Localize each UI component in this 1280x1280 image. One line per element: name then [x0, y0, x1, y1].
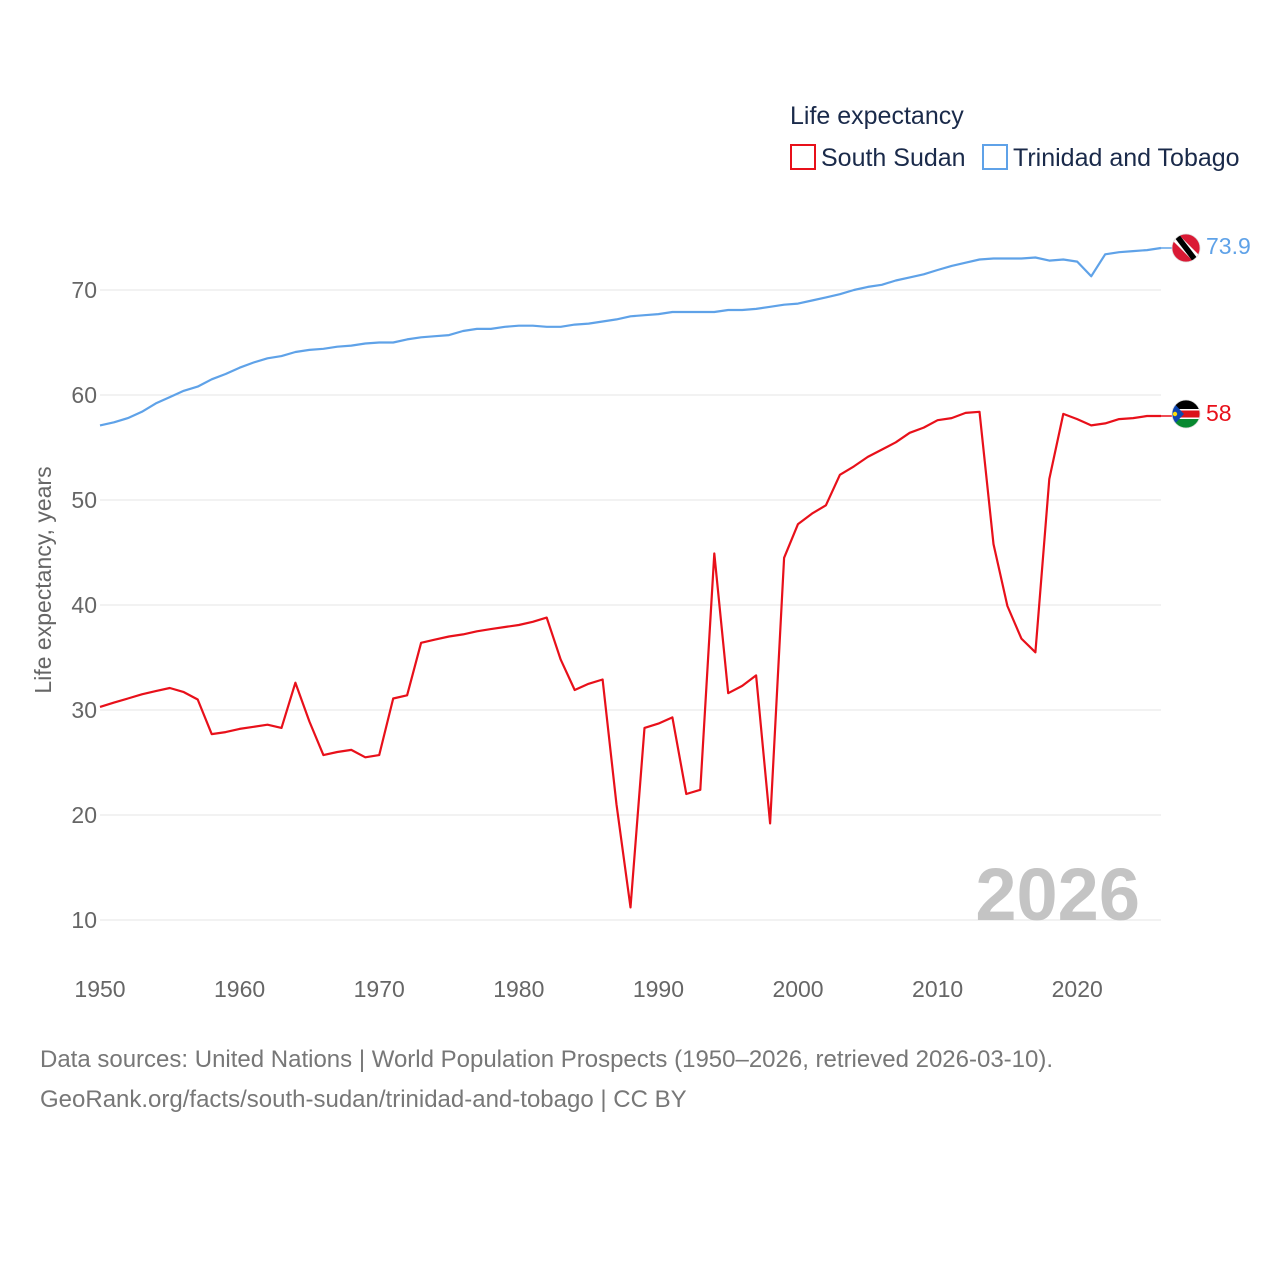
- source-text: Data sources: United Nations | World Pop…: [40, 1046, 1054, 1073]
- y-axis-ticks: 10 20 30 40 50 60 70: [71, 277, 97, 933]
- year-watermark: 2026: [975, 853, 1140, 936]
- trinidad-and-tobago-flag-icon: [1171, 233, 1201, 263]
- y-axis-label: Life expectancy, years: [30, 466, 56, 693]
- x-tick-label: 1950: [74, 976, 125, 1002]
- life-expectancy-chart: Life expectancy South Sudan Trinidad and…: [30, 102, 1251, 1002]
- legend-item-south-sudan[interactable]: South Sudan: [790, 144, 966, 172]
- x-tick-label: 2000: [772, 976, 823, 1002]
- x-tick-label: 1960: [214, 976, 265, 1002]
- y-tick-label: 70: [71, 277, 97, 303]
- y-tick-label: 30: [71, 697, 97, 723]
- x-tick-label: 1990: [633, 976, 684, 1002]
- x-tick-label: 1980: [493, 976, 544, 1002]
- legend-item-trinidad-and-tobago[interactable]: Trinidad and Tobago: [982, 144, 1240, 172]
- series-line-trinidad-and-tobago[interactable]: [99, 246, 1162, 427]
- y-tick-label: 60: [71, 382, 97, 408]
- gridlines: [100, 289, 1161, 921]
- source-link[interactable]: GeoRank.org/facts/south-sudan/trinidad-a…: [40, 1086, 687, 1113]
- series-lines: [99, 246, 1172, 909]
- legend-swatch-south-sudan: [790, 144, 816, 170]
- series-line-south-sudan[interactable]: [99, 410, 1161, 909]
- x-tick-label: 2020: [1052, 976, 1103, 1002]
- y-tick-label: 20: [71, 802, 97, 828]
- x-tick-label: 2010: [912, 976, 963, 1002]
- legend-label-trinidad-and-tobago: Trinidad and Tobago: [1013, 144, 1240, 172]
- end-value-south-sudan: 58: [1206, 400, 1232, 426]
- end-value-trinidad-and-tobago: 73.9: [1206, 233, 1251, 259]
- y-tick-label: 50: [71, 487, 97, 513]
- y-tick-label: 10: [71, 907, 97, 933]
- y-tick-label: 40: [71, 592, 97, 618]
- legend-title: Life expectancy: [790, 102, 964, 130]
- legend-swatch-trinidad-and-tobago: [982, 144, 1008, 170]
- x-tick-label: 1970: [354, 976, 405, 1002]
- x-axis-ticks: 1950 1960 1970 1980 1990 2000 2010 2020: [74, 976, 1102, 1002]
- south-sudan-flag-icon: [1171, 399, 1201, 429]
- legend-label-south-sudan: South Sudan: [821, 144, 966, 172]
